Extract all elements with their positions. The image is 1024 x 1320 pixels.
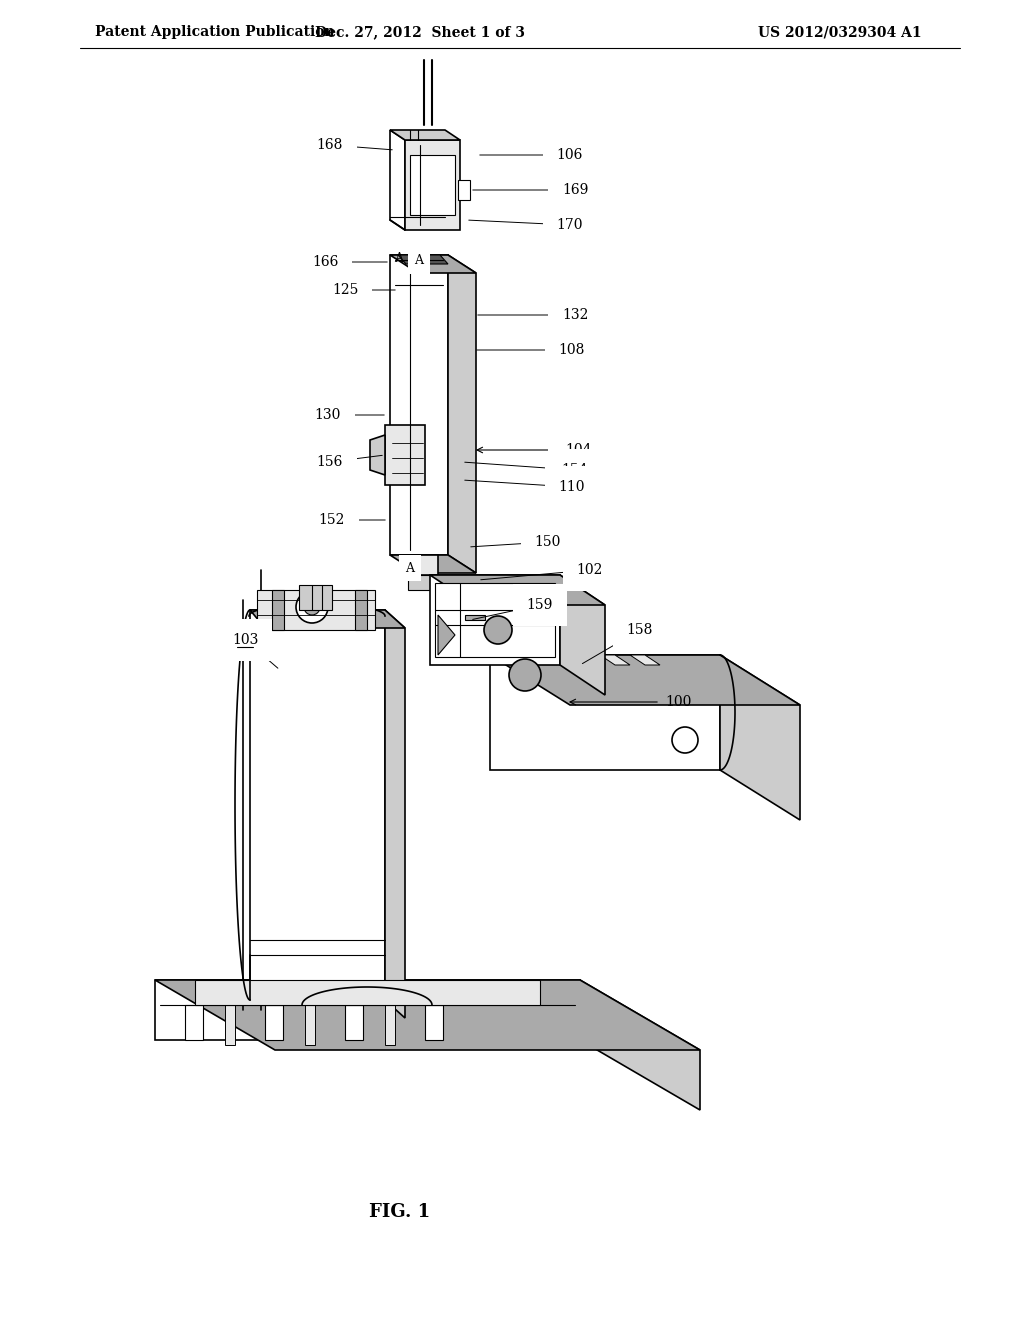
Polygon shape — [425, 1005, 443, 1040]
Circle shape — [509, 659, 541, 690]
Polygon shape — [630, 655, 660, 665]
Text: A: A — [406, 561, 415, 574]
Polygon shape — [390, 129, 460, 140]
Polygon shape — [458, 180, 470, 201]
Text: 150: 150 — [535, 535, 561, 549]
Polygon shape — [398, 255, 449, 264]
Text: 108: 108 — [559, 343, 585, 356]
Polygon shape — [570, 655, 600, 665]
Polygon shape — [385, 610, 406, 1018]
Polygon shape — [449, 255, 476, 573]
Polygon shape — [490, 655, 720, 770]
Circle shape — [304, 599, 319, 615]
Text: 156: 156 — [316, 455, 343, 469]
Text: 125: 125 — [332, 282, 358, 297]
Polygon shape — [390, 255, 476, 273]
Polygon shape — [250, 610, 385, 1001]
Polygon shape — [580, 979, 700, 1110]
Polygon shape — [465, 615, 485, 620]
Text: 158: 158 — [627, 623, 653, 638]
Text: 170: 170 — [557, 218, 584, 232]
Polygon shape — [250, 610, 406, 628]
Polygon shape — [185, 1005, 203, 1040]
Text: 100: 100 — [665, 696, 691, 709]
Polygon shape — [430, 576, 560, 665]
Polygon shape — [435, 583, 555, 657]
Polygon shape — [390, 255, 449, 554]
Text: 154: 154 — [562, 463, 588, 477]
Text: 169: 169 — [562, 183, 588, 197]
Text: 110: 110 — [559, 480, 586, 494]
Polygon shape — [155, 979, 700, 1049]
Text: 168: 168 — [316, 139, 343, 152]
Text: 152: 152 — [318, 513, 345, 527]
Text: 159: 159 — [526, 598, 553, 612]
Text: US 2012/0329304 A1: US 2012/0329304 A1 — [758, 25, 922, 40]
Polygon shape — [155, 979, 580, 1040]
Text: Patent Application Publication: Patent Application Publication — [95, 25, 335, 40]
Text: Dec. 27, 2012  Sheet 1 of 3: Dec. 27, 2012 Sheet 1 of 3 — [315, 25, 525, 40]
Text: FIG. 1: FIG. 1 — [370, 1203, 430, 1221]
Polygon shape — [410, 154, 455, 215]
Text: 166: 166 — [312, 255, 338, 269]
Polygon shape — [385, 425, 425, 484]
Polygon shape — [257, 590, 375, 630]
Text: A: A — [394, 252, 403, 265]
Text: 130: 130 — [314, 408, 341, 422]
Polygon shape — [299, 585, 332, 610]
Text: 104: 104 — [565, 444, 592, 457]
Text: 106: 106 — [557, 148, 584, 162]
Polygon shape — [438, 615, 455, 655]
Polygon shape — [406, 140, 460, 230]
Polygon shape — [430, 576, 605, 605]
Polygon shape — [195, 979, 540, 1005]
Polygon shape — [305, 995, 315, 1045]
Polygon shape — [600, 655, 630, 665]
Polygon shape — [408, 576, 430, 590]
Polygon shape — [390, 129, 406, 230]
Polygon shape — [400, 554, 438, 576]
Polygon shape — [720, 655, 800, 820]
Polygon shape — [560, 576, 605, 696]
Polygon shape — [370, 436, 385, 475]
Polygon shape — [355, 590, 367, 630]
Polygon shape — [385, 995, 395, 1045]
Text: 102: 102 — [577, 564, 603, 577]
Text: 103: 103 — [231, 634, 258, 647]
Circle shape — [296, 591, 328, 623]
Polygon shape — [265, 1005, 283, 1040]
Circle shape — [672, 727, 698, 752]
Text: 132: 132 — [562, 308, 588, 322]
Text: A: A — [415, 255, 424, 268]
Polygon shape — [345, 1005, 362, 1040]
Text: A: A — [400, 558, 410, 572]
Circle shape — [484, 616, 512, 644]
Polygon shape — [225, 995, 234, 1045]
Polygon shape — [390, 554, 476, 573]
Polygon shape — [490, 655, 800, 705]
Polygon shape — [272, 590, 284, 630]
